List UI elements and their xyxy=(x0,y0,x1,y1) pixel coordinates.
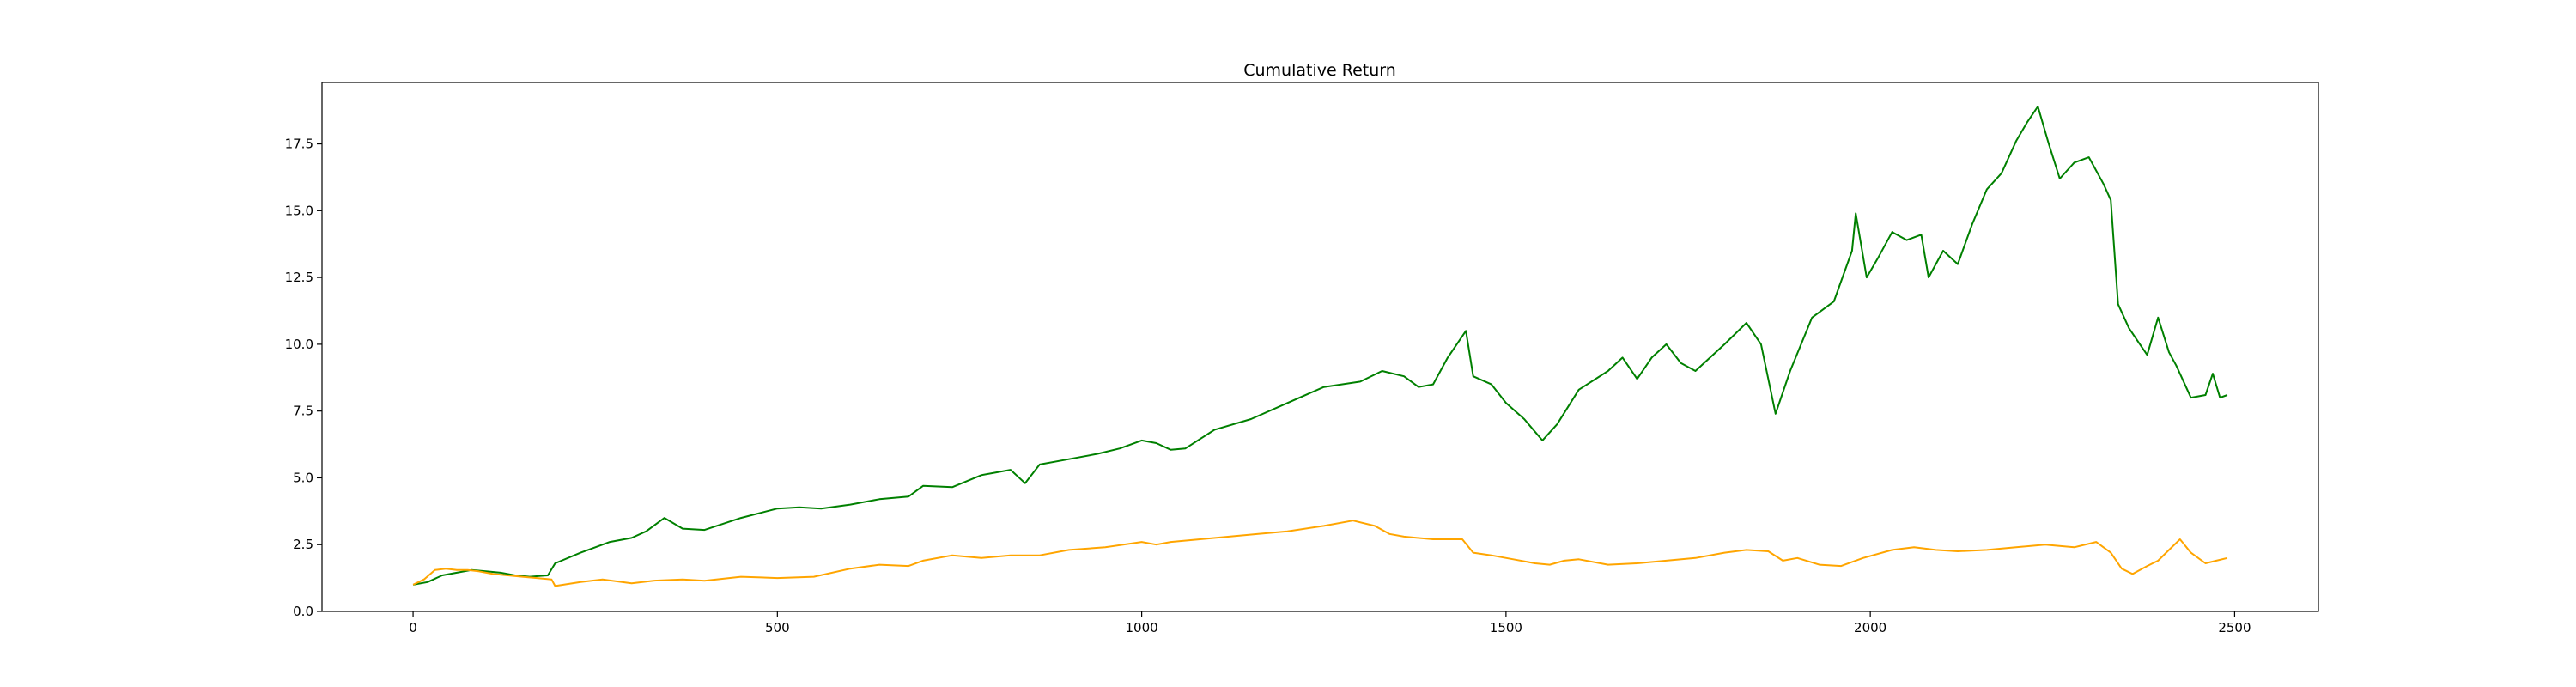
series-layer xyxy=(412,106,2228,587)
y-tick-label: 12.5 xyxy=(285,270,313,285)
x-axis: 0 500 1000 1500 2000 2500 xyxy=(409,611,2251,635)
chart-title: Cumulative Return xyxy=(1243,61,1396,80)
series-line-2 xyxy=(412,520,2228,587)
y-axis: 0.0 2.5 5.0 7.5 10.0 12.5 15.0 17.5 xyxy=(285,137,322,619)
series-line-1 xyxy=(412,106,2228,586)
y-tick-label: 10.0 xyxy=(285,337,313,352)
y-tick-label: 17.5 xyxy=(285,137,313,152)
x-tick-label: 2500 xyxy=(2218,620,2251,635)
y-tick-label: 2.5 xyxy=(293,537,313,552)
plot-frame xyxy=(321,82,2319,612)
x-tick-label: 0 xyxy=(409,620,417,635)
x-tick-label: 1500 xyxy=(1490,620,1522,635)
y-tick-label: 0.0 xyxy=(293,604,313,619)
x-tick-label: 2000 xyxy=(1854,620,1886,635)
y-tick-label: 7.5 xyxy=(293,404,313,419)
x-tick-label: 500 xyxy=(765,620,790,635)
y-tick-label: 15.0 xyxy=(285,203,313,218)
y-tick-label: 5.0 xyxy=(293,470,313,485)
x-tick-label: 1000 xyxy=(1126,620,1158,635)
